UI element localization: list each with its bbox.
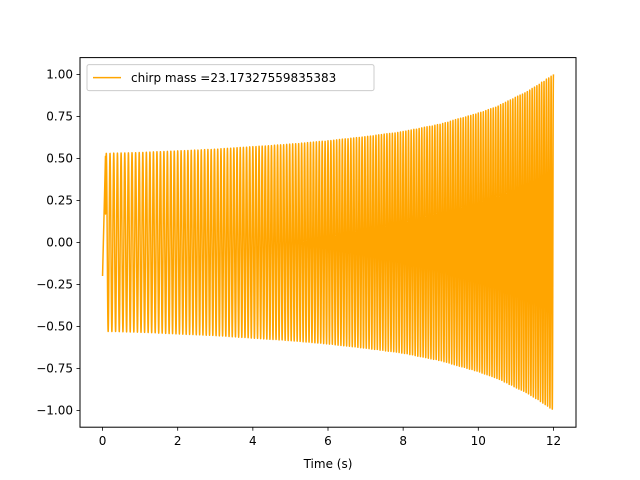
- x-tick-label: 6: [324, 434, 332, 448]
- legend: chirp mass =23.17327559835383: [86, 64, 375, 92]
- x-axis-label: Time (s): [303, 457, 353, 471]
- y-tick-label: −1.00: [36, 404, 73, 418]
- series-line-0: [101, 74, 555, 410]
- y-tick-label: −0.25: [36, 278, 73, 292]
- x-tick-label: 2: [174, 434, 182, 448]
- series-layer: [101, 74, 555, 410]
- legend-box: [86, 64, 375, 92]
- legend-label: chirp mass =23.17327559835383: [131, 71, 336, 85]
- y-tick-label: 0.50: [46, 152, 73, 166]
- y-axis: 1.00 0.75 0.50 0.25 0.00 −0.25 −0.50 −0.75 −1.00: [36, 68, 80, 418]
- y-tick-label: 0.25: [46, 194, 73, 208]
- y-tick-label: −0.75: [36, 362, 73, 376]
- x-tick-label: 12: [546, 434, 561, 448]
- x-axis: 0 2 4 6 8 10 12: [99, 427, 561, 448]
- x-tick-label: 4: [249, 434, 257, 448]
- y-tick-label: −0.50: [36, 320, 73, 334]
- x-tick-label: 10: [471, 434, 486, 448]
- x-tick-label: 8: [399, 434, 407, 448]
- y-tick-label: 0.75: [46, 110, 73, 124]
- x-tick-label: 0: [99, 434, 107, 448]
- y-tick-label: 1.00: [46, 68, 73, 82]
- y-tick-label: 0.00: [46, 236, 73, 250]
